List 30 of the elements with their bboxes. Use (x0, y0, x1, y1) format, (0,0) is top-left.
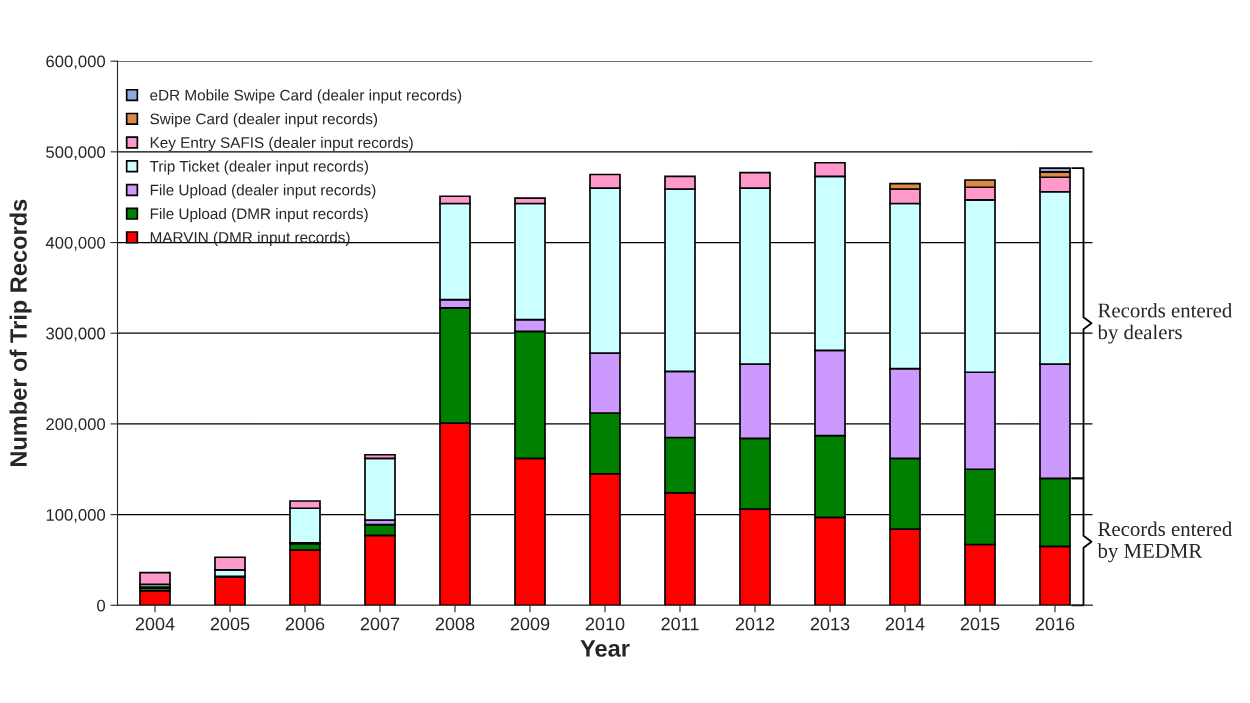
y-tick-label: 400,000 (45, 236, 106, 251)
x-tick-label: 2007 (360, 617, 400, 631)
y-tick-label: 200,000 (46, 418, 106, 433)
legend-label: eDR Mobile Swipe Card (dealer input records) (150, 89, 462, 104)
y-tick-label: 500,000 (46, 146, 106, 161)
x-tick-label: 2009 (510, 617, 550, 631)
legend-label: Swipe Card (dealer input records) (150, 113, 378, 128)
legend-label: File Upload (DMR input records) (150, 207, 368, 223)
legend-label: Trip Ticket (dealer input records) (149, 160, 368, 175)
x-tick-label: 2013 (810, 617, 850, 631)
text: Records entered by dealers (1097, 302, 1233, 344)
x-tick-label: 2005 (210, 617, 250, 631)
legend-label: Key Entry SAFIS (dealer input records) (150, 136, 413, 152)
y-axis-title: Number of Trip Records (9, 199, 32, 467)
x-tick-label: 2014 (885, 617, 925, 631)
x-tick-label: 2016 (1035, 617, 1075, 631)
y-tick-label: 0 (97, 599, 106, 612)
y-tick-label: 300,000 (46, 327, 106, 342)
x-tick-label: 2004 (135, 617, 175, 631)
y-tick-label: 100,000 (46, 509, 106, 523)
y-tick-label: 600,000 (46, 55, 106, 70)
x-axis-title: Year (580, 640, 630, 657)
x-tick-label: 2008 (435, 617, 475, 631)
x-tick-label: 2011 (661, 617, 699, 631)
x-tick-label: 2015 (960, 617, 1000, 631)
x-tick-label: 2010 (585, 617, 625, 631)
x-tick-label: 2012 (735, 617, 775, 631)
legend-label: File Upload (dealer input records) (150, 184, 376, 199)
x-tick-label: 2006 (285, 617, 325, 631)
text: Records entered by MEDMR (1097, 521, 1233, 563)
